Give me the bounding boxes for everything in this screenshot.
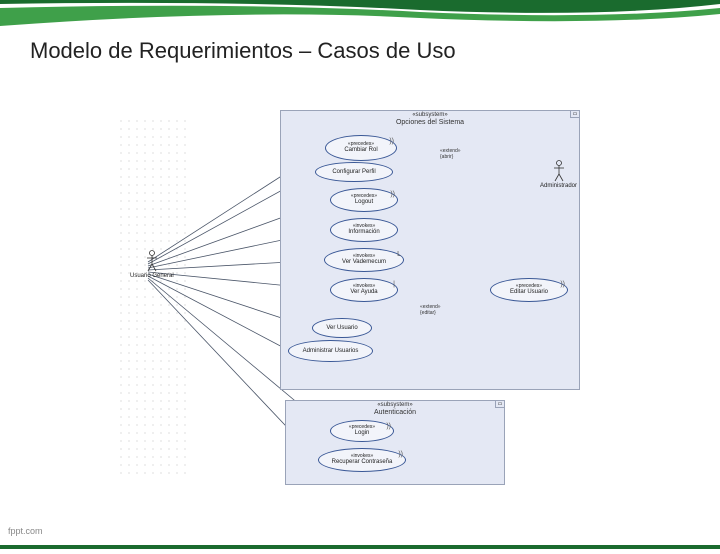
- subsystem-main-stereo: «subsystem»: [283, 112, 577, 119]
- subsystem-main-name: Opciones del Sistema: [396, 119, 464, 126]
- subsystem-auth: «subsystem» Autenticación ▭: [285, 400, 505, 485]
- usecase-mark-icon: )): [389, 138, 394, 146]
- actor-admin: Administrador: [540, 160, 577, 189]
- usecase-name: Información: [348, 229, 379, 236]
- usecase-uc6: Ver Usuario: [312, 318, 372, 338]
- usecase-mark-icon: )): [386, 423, 391, 431]
- usecase-uc1b: Configurar Perfil: [315, 162, 393, 182]
- subsystem-main-header: «subsystem» Opciones del Sistema: [281, 111, 579, 127]
- footer-line: [0, 536, 720, 540]
- actor-usuario-general: Usuario General: [130, 250, 174, 279]
- usecase-mark-icon: |: [393, 281, 395, 289]
- subsystem-auth-header: «subsystem» Autenticación: [286, 401, 504, 417]
- header-band: [0, 0, 720, 28]
- subsystem-tab-icon: ▭: [495, 400, 505, 408]
- actor-main-label: Usuario General: [130, 273, 174, 279]
- usecase-name: Cambiar Rol: [344, 147, 377, 154]
- usecase-mark-icon: )): [560, 281, 565, 289]
- grid-background: [120, 120, 190, 480]
- subsystem-auth-stereo: «subsystem»: [288, 402, 502, 409]
- usecase-name: Ver Usuario: [326, 325, 357, 332]
- subsystem-auth-name: Autenticación: [374, 409, 416, 416]
- usecase-uc9: «invokes»Recuperar Contraseña)): [318, 448, 406, 472]
- usecase-name: Ver Ayuda: [350, 289, 377, 296]
- usecase-name: Editar Usuario: [510, 289, 548, 296]
- usecase-name: Recuperar Contraseña: [332, 459, 393, 466]
- actor-icon: [553, 160, 565, 182]
- usecase-uc5: «invokes»Ver Ayuda|: [330, 278, 398, 302]
- usecase-mark-icon: )): [398, 451, 403, 459]
- usecase-name: Logout: [355, 199, 373, 206]
- connector-label: «extend»{abrir}: [440, 148, 461, 160]
- usecase-mark-icon: )): [390, 191, 395, 199]
- usecase-uc2: «precedes»Logout)): [330, 188, 398, 212]
- usecase-uc4: «invokes»Ver VademecumL: [324, 248, 404, 272]
- connector-label: «extend»{editar}: [420, 304, 441, 316]
- usecase-uc3: «invokes»Información: [330, 218, 398, 242]
- subsystem-tab-icon: ▭: [570, 110, 580, 118]
- page-title: Modelo de Requerimientos – Casos de Uso: [30, 38, 456, 64]
- usecase-name: Administrar Usuarios: [303, 348, 359, 355]
- usecase-uc1: «precedes»Cambiar Rol)): [325, 135, 397, 161]
- actor-right-label: Administrador: [540, 183, 577, 189]
- footer-text: fppt.com: [8, 526, 43, 536]
- usecase-diagram: «subsystem» Opciones del Sistema ▭ «subs…: [120, 100, 600, 500]
- usecase-uc8: «precedes»Login)): [330, 420, 394, 442]
- usecase-uc6b: Administrar Usuarios: [288, 340, 373, 362]
- usecase-name: Login: [355, 430, 370, 437]
- usecase-name: Ver Vademecum: [342, 259, 386, 266]
- usecase-mark-icon: L: [397, 251, 401, 259]
- usecase-uc7: «precedes»Editar Usuario)): [490, 278, 568, 302]
- usecase-name: Configurar Perfil: [332, 169, 375, 176]
- actor-icon: [146, 250, 158, 272]
